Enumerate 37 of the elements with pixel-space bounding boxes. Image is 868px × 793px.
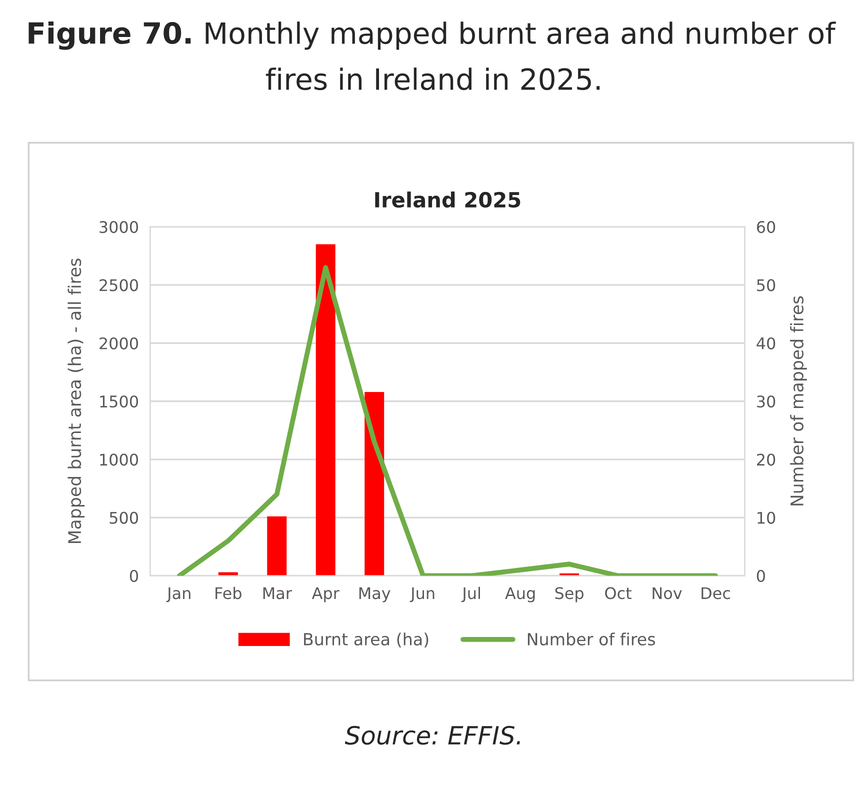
y-tick-label: 500 (110, 512, 138, 524)
y2-tick-label: 0 (756, 570, 765, 582)
y-tick-label: 1500 (100, 395, 138, 408)
y2-axis-title: Number of mapped fires (790, 296, 807, 506)
x-tick-label: Oct (605, 587, 632, 600)
y-tick-label: 2000 (100, 337, 138, 350)
y-tick-label: 1000 (100, 454, 138, 466)
x-tick-label: Mar (263, 587, 292, 600)
y2-tick-label: 20 (757, 454, 776, 466)
x-tick-label: Apr (312, 587, 340, 602)
bar (267, 516, 287, 576)
x-tick-label: Sep (555, 587, 584, 602)
x-tick-label: Jun (410, 587, 434, 602)
chart-title: Ireland 2025 (375, 192, 520, 208)
x-tick-label: Aug (505, 587, 535, 602)
legend-label: Number of fires (528, 632, 655, 646)
x-tick-label: Feb (216, 586, 242, 600)
line-series (176, 265, 718, 576)
y2-tick-label: 10 (758, 512, 776, 524)
y2-tick-label: 60 (756, 221, 776, 234)
x-tick-label: Nov (652, 587, 682, 600)
x-tick-label: Jul (461, 586, 480, 602)
source-note: Source: EFFIS. (344, 726, 520, 745)
y-tick-label: 2500 (100, 279, 138, 292)
y-tick-label: 0 (130, 570, 138, 582)
y-tick-label: 3000 (100, 221, 138, 234)
y2-tick-label: 40 (756, 337, 776, 350)
bar (364, 392, 384, 576)
legend-label: Burnt area (ha) (304, 632, 428, 648)
x-tick-label: May (359, 587, 390, 602)
y2-tick-label: 30 (757, 395, 776, 408)
x-tick-label: Dec (702, 587, 730, 600)
y2-tick-label: 50 (757, 279, 776, 292)
chart-subtitle: Figure 70. Monthly mapped burnt area and number of fires in Ireland in 2025. (28, 21, 836, 90)
y-axis-title: Mapped burnt area (ha) - all fires (68, 258, 85, 544)
bar (316, 244, 336, 576)
x-tick-label: Jan (166, 587, 190, 602)
